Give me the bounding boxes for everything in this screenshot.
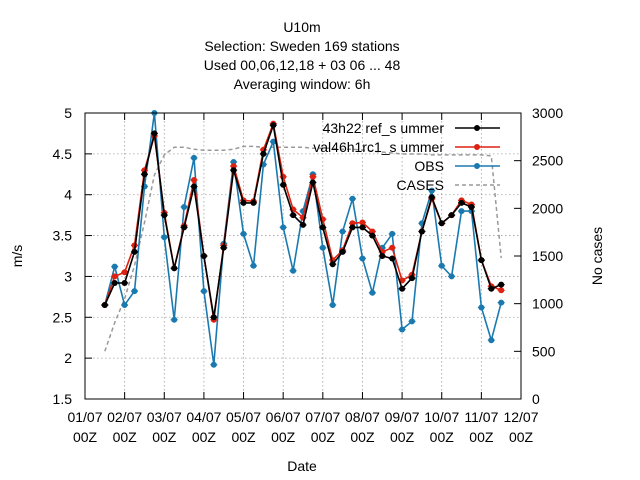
x-tick-label-hour: 00Z (311, 429, 336, 445)
y2-axis-label: No cases (589, 227, 605, 285)
x-tick-label-hour: 00Z (390, 429, 415, 445)
title-line-4: Averaging window: 6h (234, 76, 371, 92)
y-tick-label: 4 (64, 187, 72, 203)
y-tick-label: 4.5 (53, 146, 73, 162)
grid (85, 113, 521, 399)
x-tick-label-date: 10/07 (424, 409, 459, 425)
legend-marker (474, 144, 480, 150)
y2-tick-label: 0 (532, 391, 540, 407)
x-tick-label-date: 12/07 (503, 409, 538, 425)
legend-label: CASES (397, 177, 444, 193)
y2-tick-label: 1000 (532, 296, 563, 312)
y2-tick-label: 2000 (532, 200, 563, 216)
x-tick-label-date: 03/07 (147, 409, 182, 425)
axes: 1.5 2 2.5 3 3.5 4 4.5 5 0 500 1000 1500 2000 2500 3000… (53, 105, 564, 445)
x-tick-label-date: 02/07 (107, 409, 142, 425)
x-tick-label-date: 11/07 (464, 409, 498, 425)
y-tick-label: 1.5 (53, 391, 73, 407)
x-tick-label-hour: 00Z (152, 429, 177, 445)
x-tick-label-hour: 00Z (509, 429, 534, 445)
y2-tick-label: 2500 (532, 153, 563, 169)
x-tick-label-hour: 00Z (231, 429, 256, 445)
y-tick-label: 3 (64, 268, 72, 284)
x-axis-label: Date (287, 458, 317, 474)
title-line-3: Used 00,06,12,18 + 03 06 ... 48 (204, 57, 401, 73)
legend: 43h22 ref_s ummer val46h1rc1_s ummer OBS CA… (313, 120, 500, 193)
y-tick-label: 2.5 (53, 309, 73, 325)
x-tick-label-hour: 00Z (350, 429, 375, 445)
y-tick-label: 5 (64, 105, 72, 121)
x-tick-label-hour: 00Z (192, 429, 217, 445)
chart-title: U10m Selection: Sweden 169 stations Used… (204, 19, 401, 92)
x-tick-label-hour: 00Z (469, 429, 494, 445)
y-axis-label: m/s (9, 245, 25, 268)
legend-label: val46h1rc1_s ummer (313, 139, 444, 155)
series-43h22-ref-summer (101, 122, 505, 321)
y2-tick-label: 1500 (532, 248, 563, 264)
y2-tick-label: 3000 (532, 105, 563, 121)
legend-label: 43h22 ref_s ummer (323, 120, 445, 136)
legend-label: OBS (414, 158, 444, 174)
plot-frame (84, 112, 522, 400)
title-line-1: U10m (283, 19, 320, 35)
x-tick-label-date: 01/07 (67, 409, 102, 425)
x-tick-label-hour: 00Z (73, 429, 98, 445)
x-tick-label-date: 06/07 (266, 409, 301, 425)
x-tick-label-date: 07/07 (305, 409, 340, 425)
x-tick-label-date: 08/07 (345, 409, 380, 425)
x-tick-label-date: 04/07 (186, 409, 221, 425)
series-obs (101, 110, 505, 368)
legend-marker (474, 125, 480, 131)
x-tick-label-hour: 00Z (430, 429, 455, 445)
x-tick-label-hour: 00Z (271, 429, 296, 445)
title-line-2: Selection: Sweden 169 stations (204, 38, 399, 54)
y-tick-label: 3.5 (53, 228, 73, 244)
legend-marker (474, 163, 480, 169)
y-tick-label: 2 (64, 350, 72, 366)
x-tick-label-hour: 00Z (113, 429, 138, 445)
x-tick-label-date: 09/07 (385, 409, 420, 425)
x-tick-label-date: 05/07 (226, 409, 261, 425)
series-layer (101, 110, 505, 368)
y2-tick-label: 500 (532, 343, 556, 359)
